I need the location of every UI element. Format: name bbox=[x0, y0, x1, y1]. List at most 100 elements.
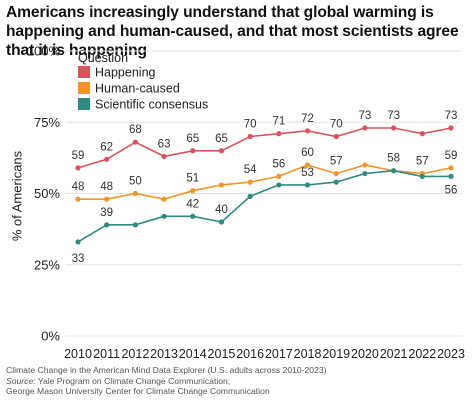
data-label-happening: 70 bbox=[244, 119, 257, 131]
data-label-human-caused: 48 bbox=[100, 181, 113, 193]
legend-swatch-scientific-consensus bbox=[78, 98, 90, 110]
data-point-happening bbox=[104, 156, 110, 162]
y-axis-label: % of Americans bbox=[9, 150, 24, 241]
legend-label-happening: Happening bbox=[95, 66, 156, 80]
data-point-scientific-consensus bbox=[190, 213, 196, 219]
data-label-human-caused: 51 bbox=[186, 173, 199, 185]
legend-swatch-human-caused bbox=[78, 82, 90, 94]
data-point-happening bbox=[247, 133, 253, 140]
data-point-scientific-consensus bbox=[448, 173, 454, 179]
x-tick-label: 2016 bbox=[236, 347, 264, 361]
data-label-happening: 65 bbox=[215, 133, 228, 145]
data-label-scientific-consensus: 33 bbox=[72, 253, 85, 265]
caption-dataset: Climate Change in the American Mind Data… bbox=[6, 365, 327, 375]
x-tick-label: 2013 bbox=[150, 347, 178, 361]
data-label-happening: 65 bbox=[186, 133, 199, 145]
data-point-human-caused bbox=[448, 165, 454, 171]
data-label-scientific-consensus: 58 bbox=[387, 153, 400, 165]
data-label-happening: 73 bbox=[445, 110, 458, 122]
data-point-scientific-consensus bbox=[391, 168, 397, 174]
data-point-happening bbox=[190, 148, 196, 154]
data-label-happening: 73 bbox=[359, 110, 372, 122]
x-tick-label: 2014 bbox=[179, 347, 207, 361]
x-tick-label: 2012 bbox=[121, 347, 149, 361]
data-point-human-caused bbox=[218, 182, 225, 188]
data-point-human-caused bbox=[161, 196, 167, 202]
legend-label-scientific-consensus: Scientific consensus bbox=[95, 98, 208, 112]
data-point-happening bbox=[276, 131, 282, 137]
data-point-scientific-consensus bbox=[419, 173, 425, 179]
legend-swatch-happening bbox=[78, 66, 90, 78]
data-point-happening bbox=[218, 148, 225, 154]
data-point-happening bbox=[161, 153, 167, 160]
data-label-scientific-consensus: 42 bbox=[186, 198, 199, 210]
data-point-human-caused bbox=[104, 196, 110, 202]
data-point-human-caused bbox=[304, 162, 311, 168]
x-tick-label: 2019 bbox=[322, 347, 350, 361]
data-point-human-caused bbox=[190, 188, 196, 194]
series-line-human-caused bbox=[78, 164, 452, 201]
data-point-human-caused bbox=[276, 173, 282, 179]
y-tick-label: 0% bbox=[41, 329, 60, 344]
data-point-happening bbox=[362, 125, 368, 131]
data-point-scientific-consensus bbox=[276, 182, 282, 188]
x-axis-ticks: 2010 2011 2012 2013 2014 2015 2016 2017 2018 2019… bbox=[64, 347, 465, 361]
data-point-happening bbox=[304, 128, 311, 134]
data-label-happening: 70 bbox=[330, 119, 343, 131]
x-tick-label: 2010 bbox=[64, 347, 92, 361]
series-lines bbox=[77, 127, 452, 243]
data-point-scientific-consensus bbox=[333, 179, 339, 185]
caption-source-label: Source: bbox=[6, 375, 36, 386]
data-label-happening: 73 bbox=[387, 110, 400, 122]
data-label-human-caused: 59 bbox=[445, 150, 458, 162]
y-tick-label: 75% bbox=[34, 115, 60, 130]
data-point-scientific-consensus bbox=[247, 193, 253, 199]
data-label-scientific-consensus: 53 bbox=[301, 167, 314, 179]
data-point-happening bbox=[75, 165, 81, 171]
data-point-scientific-consensus bbox=[104, 222, 110, 228]
series-line-happening bbox=[77, 127, 452, 169]
data-point-scientific-consensus bbox=[132, 222, 138, 228]
x-tick-label: 2015 bbox=[208, 347, 236, 361]
data-label-happening: 71 bbox=[272, 116, 285, 128]
data-point-scientific-consensus bbox=[362, 170, 368, 177]
data-point-human-caused bbox=[333, 170, 339, 177]
gridlines bbox=[66, 50, 462, 337]
y-tick-label: 50% bbox=[34, 186, 60, 201]
caption: Climate Change in the American Mind Data… bbox=[6, 365, 327, 397]
x-tick-label: 2022 bbox=[408, 347, 436, 361]
data-labels: 59 62 68 63 65 65 70 71 72 70 73 73 73 48 48 50 51 54 56 60… bbox=[72, 110, 458, 265]
data-point-human-caused bbox=[362, 162, 368, 168]
data-point-happening bbox=[448, 125, 454, 131]
legend-items: Happening Human-caused Scientific consensu… bbox=[78, 66, 208, 112]
data-point-happening bbox=[333, 133, 339, 140]
data-label-human-caused: 54 bbox=[244, 164, 257, 176]
data-point-happening bbox=[391, 125, 397, 131]
data-point-human-caused bbox=[132, 190, 138, 197]
data-label-scientific-consensus: 39 bbox=[100, 207, 113, 219]
x-tick-label: 2020 bbox=[351, 347, 379, 361]
legend-title: Question bbox=[78, 51, 128, 65]
data-label-human-caused: 48 bbox=[72, 181, 85, 193]
data-label-human-caused: 57 bbox=[330, 156, 343, 168]
y-tick-label: 25% bbox=[34, 257, 60, 272]
data-label-happening: 68 bbox=[129, 124, 142, 136]
data-point-happening bbox=[419, 131, 425, 137]
series-line-scientific-consensus bbox=[77, 169, 451, 243]
data-label-human-caused: 56 bbox=[272, 158, 285, 170]
y-tick-label: 100% bbox=[27, 44, 61, 59]
x-tick-label: 2011 bbox=[93, 347, 120, 361]
caption-source-continued: George Mason University Center for Clima… bbox=[6, 386, 270, 396]
data-point-scientific-consensus bbox=[75, 239, 81, 245]
x-tick-label: 2023 bbox=[437, 347, 465, 361]
data-label-human-caused: 57 bbox=[416, 156, 429, 168]
series-points bbox=[75, 125, 454, 245]
data-label-happening: 59 bbox=[72, 150, 85, 162]
data-label-happening: 62 bbox=[100, 141, 113, 153]
data-label-scientific-consensus: 40 bbox=[215, 204, 228, 216]
data-point-scientific-consensus bbox=[161, 213, 167, 219]
x-tick-label: 2017 bbox=[265, 347, 293, 361]
x-tick-label: 2018 bbox=[294, 347, 322, 361]
data-point-human-caused bbox=[75, 196, 81, 202]
